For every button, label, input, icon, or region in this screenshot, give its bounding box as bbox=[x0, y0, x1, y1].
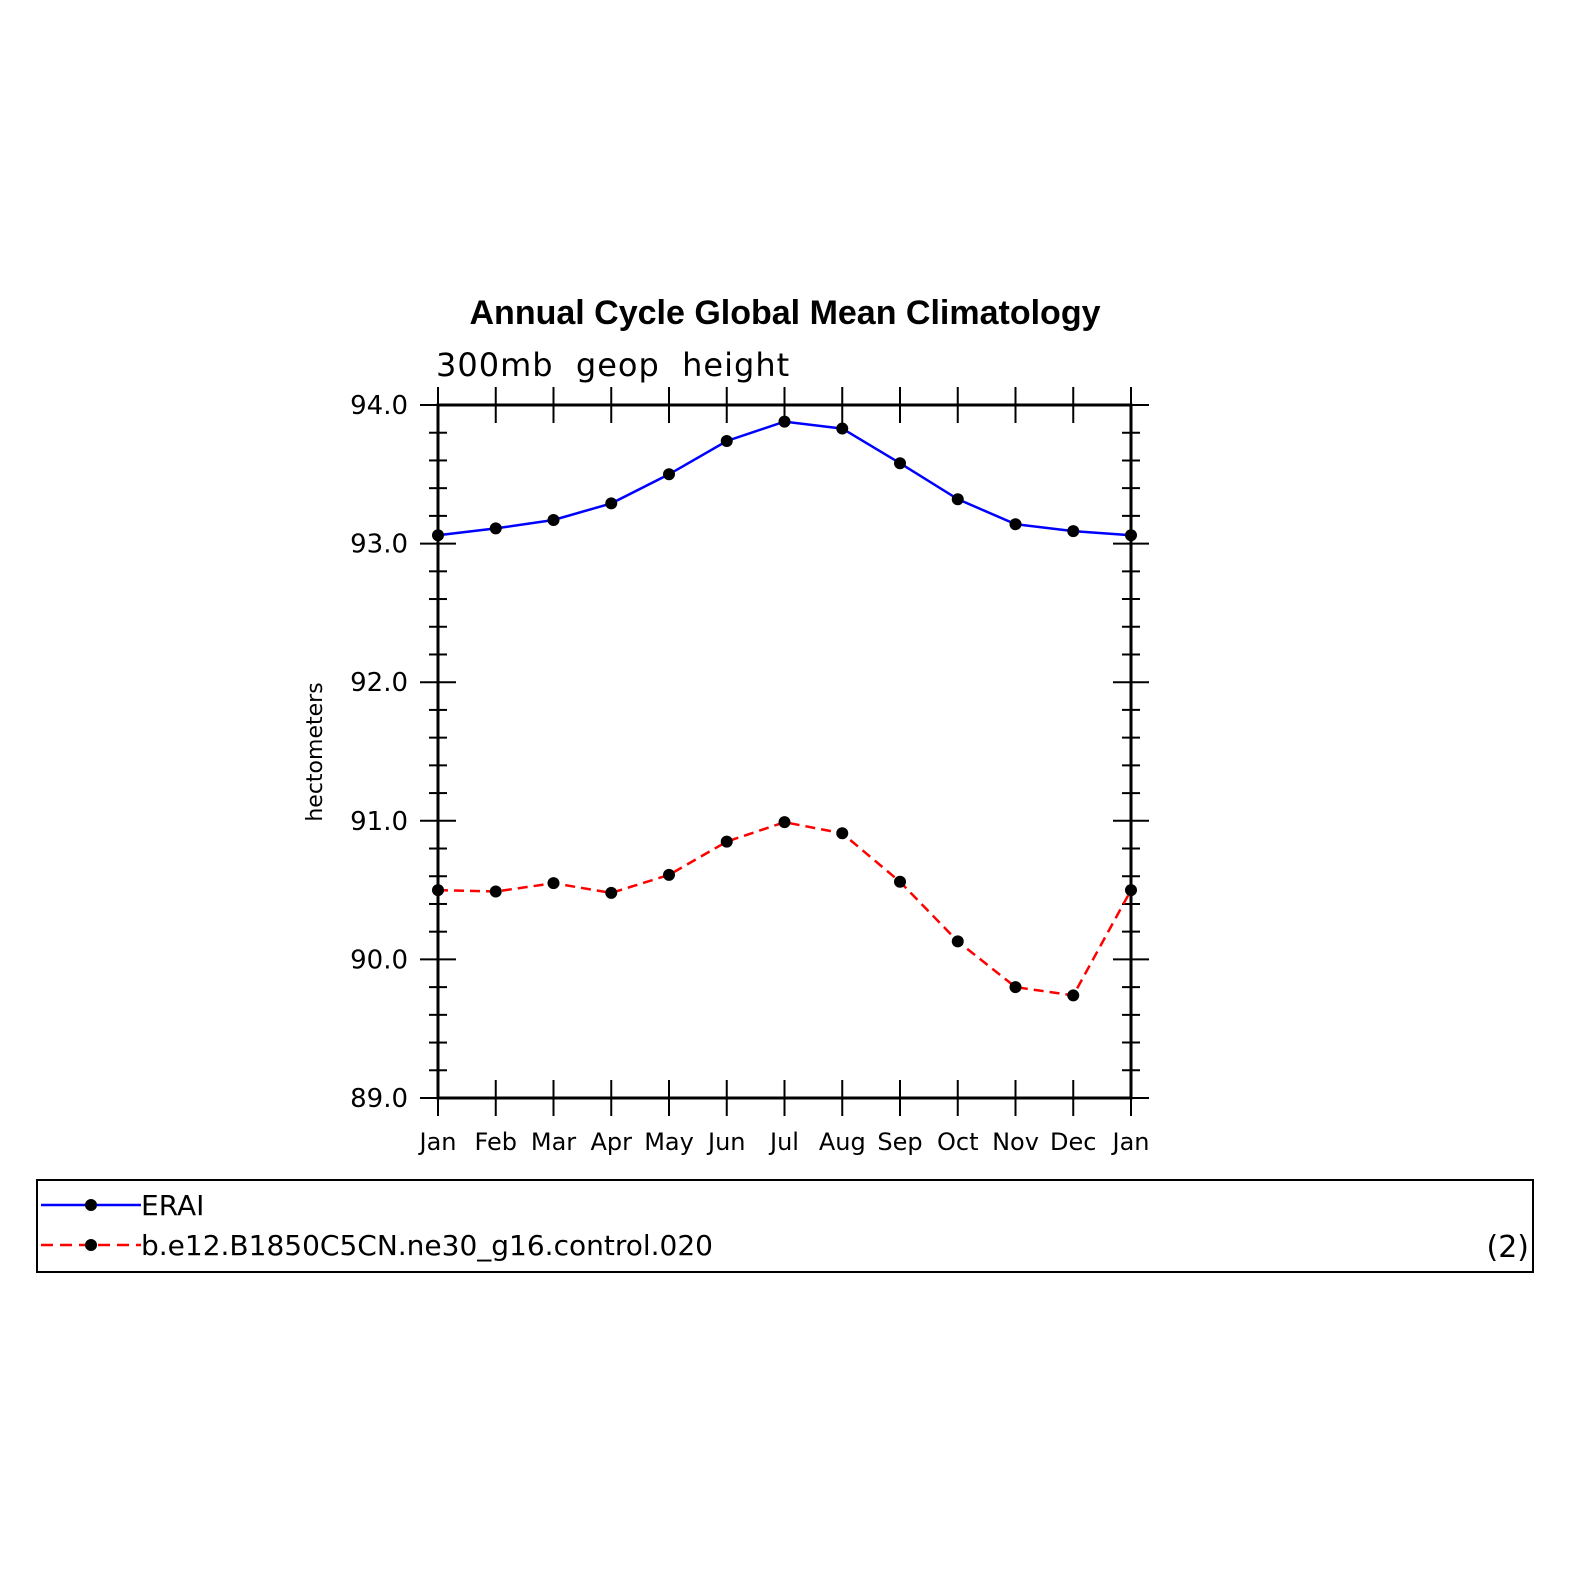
axis-ticks bbox=[420, 387, 1149, 1116]
data-point bbox=[1009, 981, 1022, 994]
data-point bbox=[1067, 989, 1080, 1002]
data-point bbox=[951, 493, 964, 506]
series-line-2 bbox=[437, 820, 1133, 997]
chart-subtitle: 300mb geop height bbox=[436, 346, 790, 384]
legend-marker bbox=[85, 1239, 97, 1251]
series-line-1 bbox=[437, 420, 1132, 537]
x-tick-label: Mar bbox=[531, 1128, 576, 1156]
data-point bbox=[1067, 525, 1080, 538]
legend-label-2: b.e12.B1850C5CN.ne30_g16.control.020 bbox=[141, 1229, 713, 1262]
data-point bbox=[547, 514, 560, 527]
data-point bbox=[1125, 884, 1137, 897]
data-point bbox=[836, 422, 849, 435]
x-tick-label: Sep bbox=[877, 1128, 922, 1156]
data-point bbox=[605, 497, 618, 510]
x-tick-label: Jan bbox=[1111, 1128, 1150, 1156]
data-point bbox=[836, 827, 849, 840]
data-point bbox=[778, 415, 791, 428]
y-tick-labels: 89.0 90.0 91.0 92.0 93.0 94.0 bbox=[350, 391, 408, 1114]
data-point bbox=[720, 435, 733, 448]
data-point bbox=[663, 468, 675, 481]
y-tick-label: 94.0 bbox=[350, 391, 408, 421]
data-point bbox=[663, 868, 675, 881]
x-tick-labels: Jan Feb Mar Apr May Jun Jul Aug Sep Oct Nov Dec Jan bbox=[418, 1128, 1150, 1156]
plot-frame bbox=[436, 403, 1133, 1100]
data-point bbox=[432, 529, 444, 542]
chart-title: Annual Cycle Global Mean Climatology bbox=[470, 294, 1101, 332]
legend-marker bbox=[85, 1199, 97, 1211]
x-tick-label: Jul bbox=[768, 1128, 799, 1156]
y-tick-label: 92.0 bbox=[350, 668, 408, 698]
data-point bbox=[489, 885, 502, 898]
y-tick-label: 89.0 bbox=[350, 1084, 408, 1114]
x-tick-label: Feb bbox=[475, 1128, 518, 1156]
y-tick-label: 90.0 bbox=[350, 945, 408, 975]
series-layer bbox=[432, 415, 1137, 1002]
x-tick-label: Jun bbox=[706, 1128, 746, 1156]
data-point bbox=[605, 886, 618, 899]
data-point bbox=[547, 877, 560, 890]
data-point bbox=[1125, 529, 1137, 542]
x-tick-label: Oct bbox=[937, 1128, 979, 1156]
data-point bbox=[894, 875, 906, 888]
data-point bbox=[951, 935, 964, 948]
data-point bbox=[720, 835, 733, 848]
data-point bbox=[778, 816, 791, 829]
data-point bbox=[894, 457, 906, 470]
x-tick-label: May bbox=[644, 1128, 694, 1156]
x-tick-label: Aug bbox=[819, 1128, 866, 1156]
legend-box bbox=[36, 1179, 1534, 1273]
x-tick-label: Dec bbox=[1050, 1128, 1096, 1156]
y-axis-label: hectometers bbox=[303, 682, 328, 821]
data-point bbox=[489, 522, 502, 535]
data-point bbox=[1009, 518, 1022, 531]
x-tick-label: Nov bbox=[992, 1128, 1039, 1156]
legend-label-1: ERAI bbox=[141, 1189, 204, 1222]
legend: ERAI b.e12.B1850C5CN.ne30_g16.control.020 bbox=[41, 1189, 713, 1262]
y-tick-label: 93.0 bbox=[350, 530, 408, 560]
x-tick-label: Jan bbox=[418, 1128, 457, 1156]
y-tick-label: 91.0 bbox=[350, 807, 408, 837]
panel-label: (2) bbox=[1487, 1230, 1530, 1265]
data-point bbox=[432, 884, 444, 897]
x-tick-label: Apr bbox=[590, 1128, 632, 1156]
